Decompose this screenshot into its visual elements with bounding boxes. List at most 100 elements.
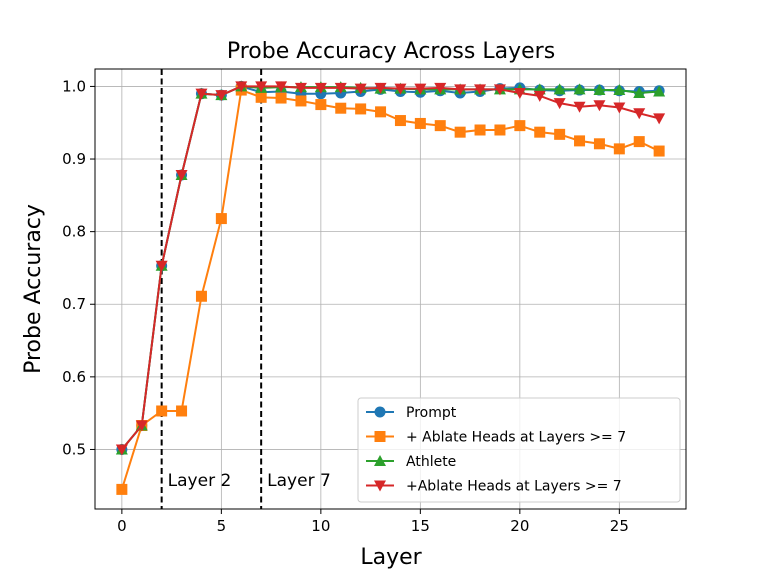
data-point (633, 136, 645, 148)
data-point (275, 92, 287, 104)
data-point (275, 81, 288, 93)
data-point (195, 290, 207, 302)
data-point (513, 87, 526, 99)
data-point (195, 88, 208, 100)
y-tick-label: 1.0 (62, 77, 86, 95)
legend-label: Athlete (406, 454, 456, 470)
data-point (335, 102, 347, 114)
legend-marker (374, 431, 386, 442)
data-point (633, 86, 646, 98)
data-point (434, 82, 447, 94)
data-point (115, 444, 128, 456)
data-point (394, 83, 407, 95)
x-tick-label: 20 (510, 517, 529, 535)
legend: Prompt + Ablate Heads at Layers >= 7 Athle… (357, 397, 681, 503)
x-tick-label: 15 (411, 517, 430, 535)
data-point (374, 82, 387, 94)
axis-ticks: 0 5 10 15 20 25 0.5 0.6 0.7 0.8 0.9 1.0 (62, 77, 629, 535)
y-tick-label: 0.5 (62, 440, 86, 458)
data-point (354, 83, 367, 95)
data-point (414, 83, 427, 95)
data-point (295, 95, 307, 107)
data-point (653, 145, 665, 157)
vline-annotation: Layer 2 (168, 471, 232, 491)
x-axis-label: Layer (360, 545, 422, 570)
data-point (175, 170, 188, 182)
data-point (474, 84, 487, 96)
x-tick-label: 0 (117, 517, 127, 535)
x-tick-label: 25 (610, 517, 629, 535)
series-group (115, 80, 666, 495)
data-point (414, 117, 426, 129)
data-point (633, 108, 646, 120)
y-tick-label: 0.9 (62, 150, 86, 168)
legend-entry: Prompt (366, 405, 457, 421)
legend-label: +Ablate Heads at Layers >= 7 (406, 479, 622, 495)
legend-marker (374, 480, 386, 492)
legend-entry: Athlete (366, 454, 456, 470)
data-point (116, 483, 128, 495)
data-point (375, 106, 387, 118)
data-point (255, 81, 268, 93)
data-point (215, 90, 228, 102)
data-point (176, 405, 188, 417)
data-point (554, 128, 566, 140)
series-3 (115, 81, 666, 456)
reference-lines: Layer 2 Layer 7 (160, 69, 331, 509)
vline-annotation: Layer 7 (267, 471, 331, 491)
data-point (573, 83, 586, 95)
data-point (235, 81, 248, 93)
data-point (334, 82, 347, 94)
data-point (533, 90, 546, 102)
y-tick-label: 0.8 (62, 223, 86, 241)
data-point (155, 260, 168, 272)
y-tick-label: 0.7 (62, 295, 86, 313)
data-point (613, 102, 626, 114)
data-point (593, 84, 606, 96)
legend-label: + Ablate Heads at Layers >= 7 (406, 430, 626, 446)
data-point (434, 120, 446, 132)
data-point (394, 115, 406, 127)
series-line (121, 85, 660, 451)
y-tick-label: 0.6 (62, 368, 86, 386)
data-point (294, 82, 307, 94)
data-point (314, 82, 327, 94)
data-point (573, 101, 586, 113)
legend-label: Prompt (406, 405, 457, 421)
legend-marker (374, 455, 386, 466)
data-point (653, 85, 666, 97)
data-point (494, 124, 506, 136)
data-point (553, 98, 566, 110)
data-point (553, 83, 566, 95)
data-point (255, 91, 267, 103)
data-point (454, 84, 467, 96)
data-point (653, 113, 666, 125)
data-point (574, 135, 586, 147)
data-point (474, 124, 486, 136)
data-point (454, 126, 466, 138)
data-point (355, 103, 367, 115)
plot-area (94, 68, 687, 510)
data-point (514, 120, 526, 132)
chart-title: Probe Accuracy Across Layers (227, 39, 555, 64)
data-point (613, 84, 626, 96)
data-point (593, 100, 606, 112)
series-line (120, 88, 660, 490)
x-tick-label: 10 (311, 517, 330, 535)
data-point (135, 420, 148, 432)
grid (95, 69, 686, 509)
data-point (156, 405, 168, 417)
y-axis-label: Probe Accuracy (21, 204, 46, 374)
legend-entry: + Ablate Heads at Layers >= 7 (366, 430, 626, 446)
data-point (534, 126, 546, 138)
data-point (215, 213, 227, 225)
data-point (315, 99, 327, 111)
data-point (593, 138, 605, 150)
data-point (613, 143, 625, 155)
legend-entry: +Ablate Heads at Layers >= 7 (366, 479, 622, 495)
x-tick-label: 5 (217, 517, 227, 535)
data-point (493, 84, 506, 96)
legend-marker (374, 406, 386, 418)
legend-box (357, 397, 681, 503)
